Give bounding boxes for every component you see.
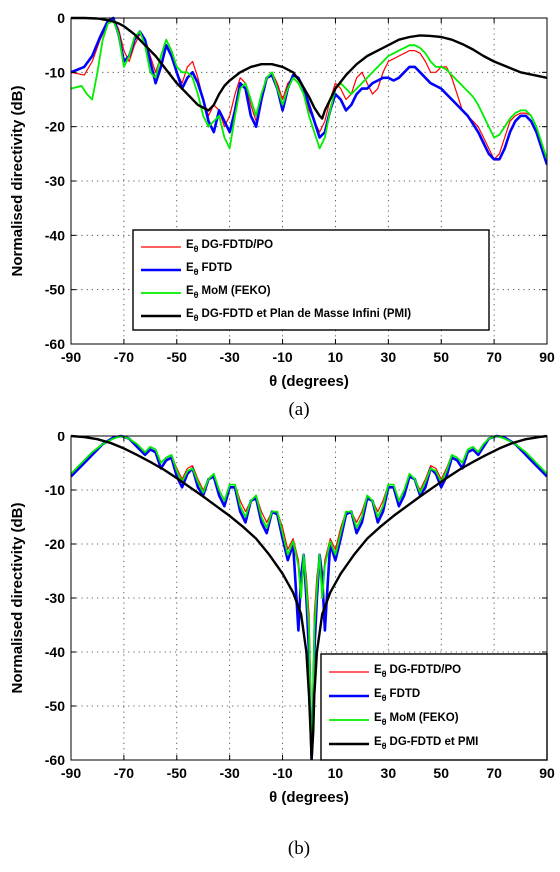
chartb-x-axis-label: θ (degrees): [269, 789, 349, 806]
legend-subscript: θ: [194, 290, 199, 300]
chartb-xtick-label: 30: [381, 765, 397, 781]
charta-legend-entry-1: Eθ FDTD: [186, 262, 232, 277]
chartb-xtick-label: -90: [61, 765, 81, 781]
charta-xtick-label: -10: [272, 349, 292, 365]
legend-series-name: FDTD: [390, 688, 421, 700]
charta-xtick-label: 50: [433, 349, 449, 365]
chartb-series-1-line: [71, 434, 547, 760]
charta-ytick-label: -20: [45, 119, 65, 135]
charta-xtick-label: -70: [114, 349, 134, 365]
chartb-xtick-label: 10: [328, 765, 344, 781]
chartb-xtick-label: 50: [433, 765, 449, 781]
charta-y-axis-label: Normalised directivity (dB): [9, 86, 26, 277]
figure-a: -90 -70 -50 -30 -10 10 30 50 70 90 0 -10 -20 -30 -40 -5…: [0, 0, 560, 432]
legend-symbol: E: [186, 308, 194, 320]
chartb-legend-entry-1: Eθ FDTD: [374, 688, 420, 703]
chartb-ytick-label: -10: [45, 482, 65, 498]
chartb-ytick-label: -30: [45, 590, 65, 606]
legend-subscript: θ: [382, 693, 387, 703]
charta-x-axis-label: θ (degrees): [269, 373, 349, 390]
chart-a: -90 -70 -50 -30 -10 10 30 50 70 90 0 -10 -20 -30 -40 -5…: [9, 10, 555, 420]
charta-xtick-label: 30: [381, 349, 397, 365]
charta-xtick-label: -30: [220, 349, 240, 365]
legend-series-name: MoM (FEKO): [202, 285, 271, 297]
chartb-xtick-label: -10: [272, 765, 292, 781]
charta-xtick-label: 10: [328, 349, 344, 365]
legend-symbol: E: [374, 736, 382, 748]
chartb-ytick-label: -40: [45, 644, 65, 660]
legend-series-name: DG-FDTD et PMI: [390, 736, 479, 748]
figure-b: -90 -70 -50 -30 -10 10 30 50 70 90 0 -10 -20 -30 -40 -5…: [0, 432, 560, 872]
chartb-ytick-label: -20: [45, 536, 65, 552]
charta-xtick-label: 70: [486, 349, 502, 365]
charta-ytick-label: -10: [45, 64, 65, 80]
chartb-legend-entry-0: Eθ DG-FDTD/PO: [374, 664, 461, 679]
chartb-legend-entry-3: Eθ DG-FDTD et PMI: [374, 736, 478, 751]
chart-b: -90 -70 -50 -30 -10 10 30 50 70 90 0 -10 -20 -30 -40 -5…: [9, 432, 555, 859]
charta-xtick-label: 90: [539, 349, 555, 365]
charta-series-1-line: [71, 16, 547, 166]
legend-subscript: θ: [382, 669, 387, 679]
legend-subscript: θ: [382, 717, 387, 727]
charta-ytick-label: -40: [45, 227, 65, 243]
chartb-xtick-label: -50: [167, 765, 187, 781]
chartb-caption: (b): [288, 838, 310, 859]
chartb-legend-entry-2: Eθ MoM (FEKO): [374, 712, 459, 727]
charta-xtick-label: -90: [61, 349, 81, 365]
chartb-series-2-line: [71, 435, 547, 760]
legend-symbol: E: [374, 688, 382, 700]
charta-ytick-label: -50: [45, 282, 65, 298]
legend-symbol: E: [374, 664, 382, 676]
chartb-xtick-label: -70: [114, 765, 134, 781]
legend-subscript: θ: [194, 244, 199, 254]
legend-symbol: E: [186, 262, 194, 274]
chartb-ytick-label: -60: [45, 752, 65, 768]
chartb-ytick-label: -50: [45, 698, 65, 714]
charta-legend-entry-3: Eθ DG-FDTD et Plan de Masse Infini (PMI): [186, 308, 411, 323]
charta-series-2-line: [71, 19, 547, 160]
charta-legend-entry-0: Eθ DG-FDTD/PO: [186, 239, 273, 254]
charta-ytick-label: -60: [45, 336, 65, 352]
legend-symbol: E: [186, 239, 194, 251]
chartb-series-0-line: [71, 435, 547, 760]
chartb-xtick-label: 70: [486, 765, 502, 781]
legend-subscript: θ: [194, 313, 199, 323]
charta-ytick-label: -30: [45, 173, 65, 189]
charta-caption: (a): [288, 399, 309, 420]
charta-series-3-line: [71, 16, 547, 120]
chartb-y-axis-label: Normalised directivity (dB): [9, 503, 26, 694]
charta-ytick-label: 0: [57, 10, 65, 26]
legend-series-name: FDTD: [202, 262, 233, 274]
legend-symbol: E: [186, 285, 194, 297]
legend-subscript: θ: [194, 267, 199, 277]
charta-xtick-label: -50: [167, 349, 187, 365]
charta-legend-entry-2: Eθ MoM (FEKO): [186, 285, 271, 300]
chartb-series-3-line: [71, 434, 547, 760]
chartb-ytick-label: 0: [57, 432, 65, 444]
chartb-xtick-label: 90: [539, 765, 555, 781]
legend-series-name: DG-FDTD et Plan de Masse Infini (PMI): [202, 308, 412, 320]
legend-series-name: DG-FDTD/PO: [202, 239, 274, 251]
chartb-xtick-label: -30: [220, 765, 240, 781]
charta-legend-box: [132, 229, 490, 331]
legend-series-name: MoM (FEKO): [390, 712, 459, 724]
legend-series-name: DG-FDTD/PO: [390, 664, 462, 676]
legend-symbol: E: [374, 712, 382, 724]
legend-subscript: θ: [382, 741, 387, 751]
